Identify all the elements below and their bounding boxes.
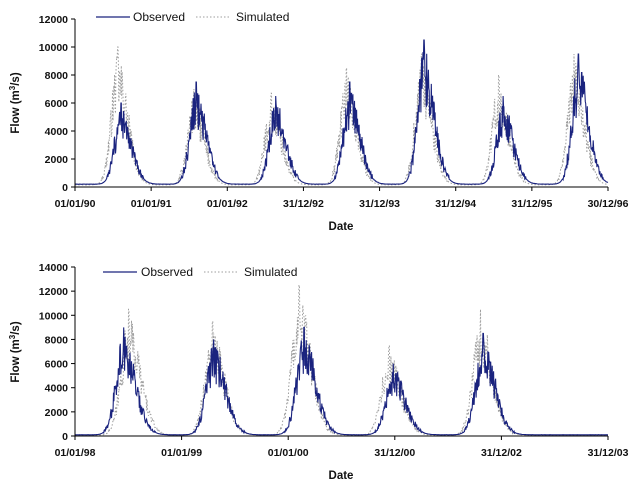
x-tick-label: 01/01/98	[55, 447, 96, 459]
y-tick-label: 2000	[45, 407, 69, 419]
x-ticks: 01/01/90 01/01/91 01/01/92 31/12/92 31/12/93…	[55, 187, 629, 210]
x-tick-label: 30/12/96	[588, 198, 629, 210]
series-line-observed	[75, 326, 608, 436]
y-tick-label: 2000	[45, 154, 69, 166]
y-tick-label: 4000	[45, 383, 69, 395]
x-tick-label: 01/01/92	[207, 198, 248, 210]
series-line-simulated	[75, 284, 608, 436]
y-tick-label: 0	[62, 431, 68, 443]
x-tick-label: 31/12/00	[374, 447, 415, 459]
legend-simulated-label: Simulated	[236, 10, 289, 24]
legend: Observed Simulated	[96, 10, 289, 24]
legend: Observed Simulated	[103, 265, 297, 279]
y-ticks: 0 2000 4000 6000 8000 10000 12000	[39, 14, 75, 194]
x-ticks: 01/01/98 01/01/99 01/01/00 31/12/00 31/12/02…	[55, 436, 629, 459]
x-tick-label: 31/12/92	[283, 198, 324, 210]
y-tick-label: 10000	[39, 310, 68, 322]
y-axis-title: Flow (m3/s)	[8, 321, 22, 382]
series-group	[75, 284, 608, 436]
y-tick-label: 14000	[39, 262, 68, 274]
y-tick-label: 6000	[45, 98, 69, 110]
x-tick-label: 01/01/90	[55, 198, 96, 210]
series-line-observed	[75, 39, 609, 185]
x-tick-label: 31/12/95	[511, 198, 552, 210]
x-tick-label: 01/01/00	[268, 447, 309, 459]
legend-simulated-label: Simulated	[244, 265, 297, 279]
x-tick-label: 01/01/99	[161, 447, 202, 459]
x-tick-label: 31/12/94	[435, 198, 476, 210]
y-tick-label: 12000	[39, 286, 68, 298]
y-tick-label: 6000	[45, 359, 69, 371]
series-line-simulated	[74, 46, 608, 186]
x-axis-title: Date	[329, 221, 354, 233]
y-tick-label: 8000	[45, 70, 69, 82]
x-tick-label: 31/12/93	[359, 198, 400, 210]
y-tick-label: 10000	[39, 42, 68, 54]
series-group	[74, 39, 609, 186]
x-tick-label: 31/12/02	[481, 447, 522, 459]
chart-observed-vs-simulated-1998-2003: 0 2000 4000 6000 8000 10000 12000 14000 01/01/9…	[8, 262, 629, 482]
x-tick-label: 31/12/03	[588, 447, 629, 459]
x-axis-title: Date	[329, 470, 354, 482]
x-tick-label: 01/01/91	[131, 198, 172, 210]
legend-observed-label: Observed	[133, 10, 185, 24]
y-tick-label: 12000	[39, 14, 68, 26]
y-ticks: 0 2000 4000 6000 8000 10000 12000 14000	[39, 262, 75, 443]
y-tick-label: 0	[62, 182, 68, 194]
y-tick-label: 4000	[45, 126, 69, 138]
legend-observed-label: Observed	[141, 265, 193, 279]
y-tick-label: 8000	[45, 334, 69, 346]
y-axis-title: Flow (m3/s)	[8, 72, 22, 133]
